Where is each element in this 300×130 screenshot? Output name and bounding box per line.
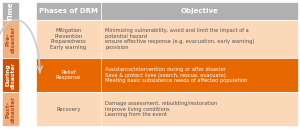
Text: Mitigation
Prevention
Preparedness
Early warning: Mitigation Prevention Preparedness Early… bbox=[50, 28, 87, 50]
Bar bbox=[36, 58, 101, 92]
Text: Minimizing vulnerability, avoid and limit the impact of a
potential hazard
ensur: Minimizing vulnerability, avoid and limi… bbox=[105, 28, 254, 50]
Bar bbox=[36, 20, 101, 58]
Bar bbox=[2, 92, 19, 126]
Bar bbox=[101, 92, 298, 126]
Text: Time: Time bbox=[8, 1, 14, 21]
Bar bbox=[36, 2, 101, 20]
Text: Assistance/intervention during or after disaster
Save & protect lives (search, r: Assistance/intervention during or after … bbox=[105, 67, 247, 83]
Text: Recovery: Recovery bbox=[56, 106, 81, 112]
Text: Relief
Response: Relief Response bbox=[56, 70, 81, 80]
Bar bbox=[101, 58, 298, 92]
Text: Post-
disaster: Post- disaster bbox=[5, 95, 16, 123]
Bar bbox=[2, 20, 19, 58]
Text: During
disaster: During disaster bbox=[5, 61, 16, 89]
Bar bbox=[2, 2, 19, 20]
Text: Pre-
disaster: Pre- disaster bbox=[5, 25, 16, 53]
Bar bbox=[2, 58, 19, 92]
Text: Phases of DRM: Phases of DRM bbox=[39, 8, 98, 14]
Text: Objective: Objective bbox=[181, 8, 218, 14]
Text: Damage assessment, rebuilding/restoration
Improve living conditions
Learning fro: Damage assessment, rebuilding/restoratio… bbox=[105, 101, 217, 117]
Bar bbox=[101, 2, 298, 20]
Bar bbox=[36, 92, 101, 126]
Bar bbox=[101, 20, 298, 58]
